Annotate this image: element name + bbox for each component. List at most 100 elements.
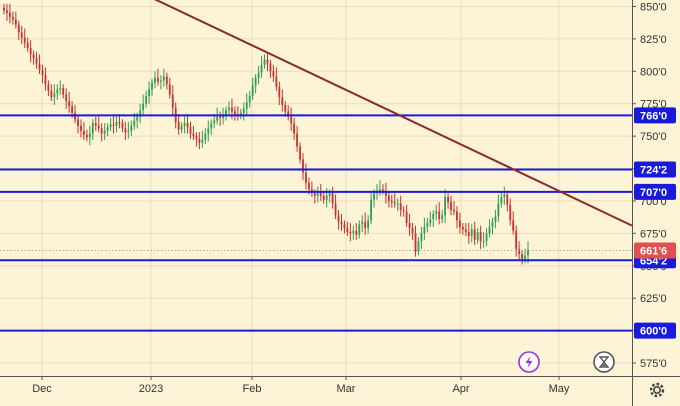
candle-body-95 bbox=[284, 105, 287, 112]
x-tick-label-2: Feb bbox=[243, 383, 262, 395]
candle-body-123 bbox=[367, 220, 370, 229]
candle-body-7 bbox=[23, 37, 26, 43]
candle-body-56 bbox=[168, 84, 171, 95]
level-tag-0-box bbox=[634, 107, 676, 124]
candle-body-135 bbox=[402, 210, 405, 212]
candle-body-13 bbox=[41, 70, 44, 76]
candle-body-83 bbox=[248, 95, 251, 103]
candle-body-165 bbox=[491, 221, 494, 227]
candle-body-136 bbox=[405, 211, 408, 224]
candle-body-118 bbox=[352, 230, 355, 234]
candle-body-155 bbox=[461, 226, 464, 230]
candle-body-116 bbox=[346, 228, 349, 233]
gear-icon[interactable] bbox=[649, 382, 665, 398]
candle-body-160 bbox=[476, 232, 479, 240]
candle-body-164 bbox=[488, 226, 491, 234]
candle-body-109 bbox=[325, 195, 328, 200]
candle-body-157 bbox=[467, 232, 470, 236]
candle-body-21 bbox=[65, 94, 68, 102]
candle-body-73 bbox=[219, 116, 222, 118]
candle-body-140 bbox=[417, 241, 420, 252]
candle-body-29 bbox=[88, 133, 91, 138]
candle-body-99 bbox=[296, 133, 299, 147]
candle-body-110 bbox=[328, 193, 331, 196]
candle-body-162 bbox=[482, 241, 485, 243]
candle-body-10 bbox=[32, 54, 35, 59]
candle-body-100 bbox=[299, 146, 301, 160]
candle-body-139 bbox=[414, 233, 417, 252]
candle-body-5 bbox=[17, 24, 20, 33]
candle-body-30 bbox=[91, 123, 94, 134]
candle-body-156 bbox=[464, 229, 467, 233]
candle-body-66 bbox=[198, 138, 201, 143]
candle-body-98 bbox=[293, 123, 296, 134]
candle-body-42 bbox=[127, 130, 130, 133]
candle-body-51 bbox=[154, 77, 156, 83]
candle-body-84 bbox=[251, 85, 254, 96]
candle-body-4 bbox=[14, 19, 17, 25]
candle-body-141 bbox=[420, 233, 423, 242]
candle-body-114 bbox=[340, 221, 343, 225]
trendline bbox=[154, 0, 633, 227]
candle-body-168 bbox=[500, 197, 503, 204]
candle-body-115 bbox=[343, 224, 346, 229]
candle-body-174 bbox=[518, 248, 521, 255]
candle-body-144 bbox=[429, 219, 432, 224]
candle-body-72 bbox=[216, 116, 219, 121]
grid-lines bbox=[0, 0, 632, 376]
candle-body-34 bbox=[103, 130, 106, 134]
candle-body-11 bbox=[35, 58, 38, 64]
candle-body-19 bbox=[59, 88, 62, 90]
level-tag-1-label: 724'2 bbox=[640, 165, 667, 177]
candle-body-27 bbox=[83, 130, 85, 135]
candle-body-131 bbox=[390, 200, 393, 203]
candle-body-169 bbox=[503, 194, 506, 198]
candle-body-62 bbox=[186, 123, 189, 128]
trendline-group bbox=[154, 0, 633, 227]
candle-body-38 bbox=[115, 121, 118, 126]
x-tick-label-5: May bbox=[549, 383, 570, 395]
candle-body-8 bbox=[26, 42, 29, 48]
x-tick-label-1: 2023 bbox=[139, 383, 163, 395]
x-tick-label-0: Dec bbox=[32, 383, 52, 395]
candle-body-119 bbox=[355, 230, 358, 235]
candle-body-54 bbox=[162, 76, 165, 81]
candle-body-173 bbox=[515, 230, 518, 249]
candle-body-132 bbox=[393, 202, 396, 204]
y-tick-label-1: 825'0 bbox=[640, 34, 667, 46]
candle-body-82 bbox=[245, 102, 248, 109]
candle-body-150 bbox=[447, 197, 449, 203]
candle-body-49 bbox=[148, 89, 150, 96]
candle-body-59 bbox=[177, 121, 180, 130]
candle-body-113 bbox=[337, 215, 340, 222]
candle-body-171 bbox=[509, 204, 512, 221]
hourglass-icon[interactable] bbox=[593, 351, 615, 373]
candle-body-134 bbox=[399, 203, 402, 211]
candle-body-93 bbox=[278, 86, 281, 98]
candle-body-64 bbox=[192, 133, 195, 137]
level-tag-0-label: 766'0 bbox=[640, 110, 667, 122]
lightning-icon[interactable] bbox=[518, 351, 540, 373]
candle-body-40 bbox=[121, 123, 124, 129]
candle-body-6 bbox=[20, 32, 23, 38]
candle-body-149 bbox=[444, 197, 447, 216]
candle-body-142 bbox=[423, 226, 426, 234]
candle-body-92 bbox=[275, 76, 278, 87]
candle-body-143 bbox=[426, 223, 429, 227]
candle-body-172 bbox=[512, 220, 515, 231]
candles bbox=[3, 3, 529, 265]
candle-body-125 bbox=[373, 193, 375, 200]
candle-body-138 bbox=[411, 228, 414, 234]
candle-body-78 bbox=[233, 111, 236, 115]
candle-body-175 bbox=[521, 254, 523, 260]
candle-body-50 bbox=[151, 82, 153, 90]
candle-body-47 bbox=[142, 103, 145, 111]
candle-body-41 bbox=[124, 128, 127, 133]
candle-body-15 bbox=[47, 84, 50, 91]
candle-body-68 bbox=[204, 133, 207, 141]
candle-body-166 bbox=[494, 216, 497, 222]
candle-body-46 bbox=[139, 110, 142, 117]
